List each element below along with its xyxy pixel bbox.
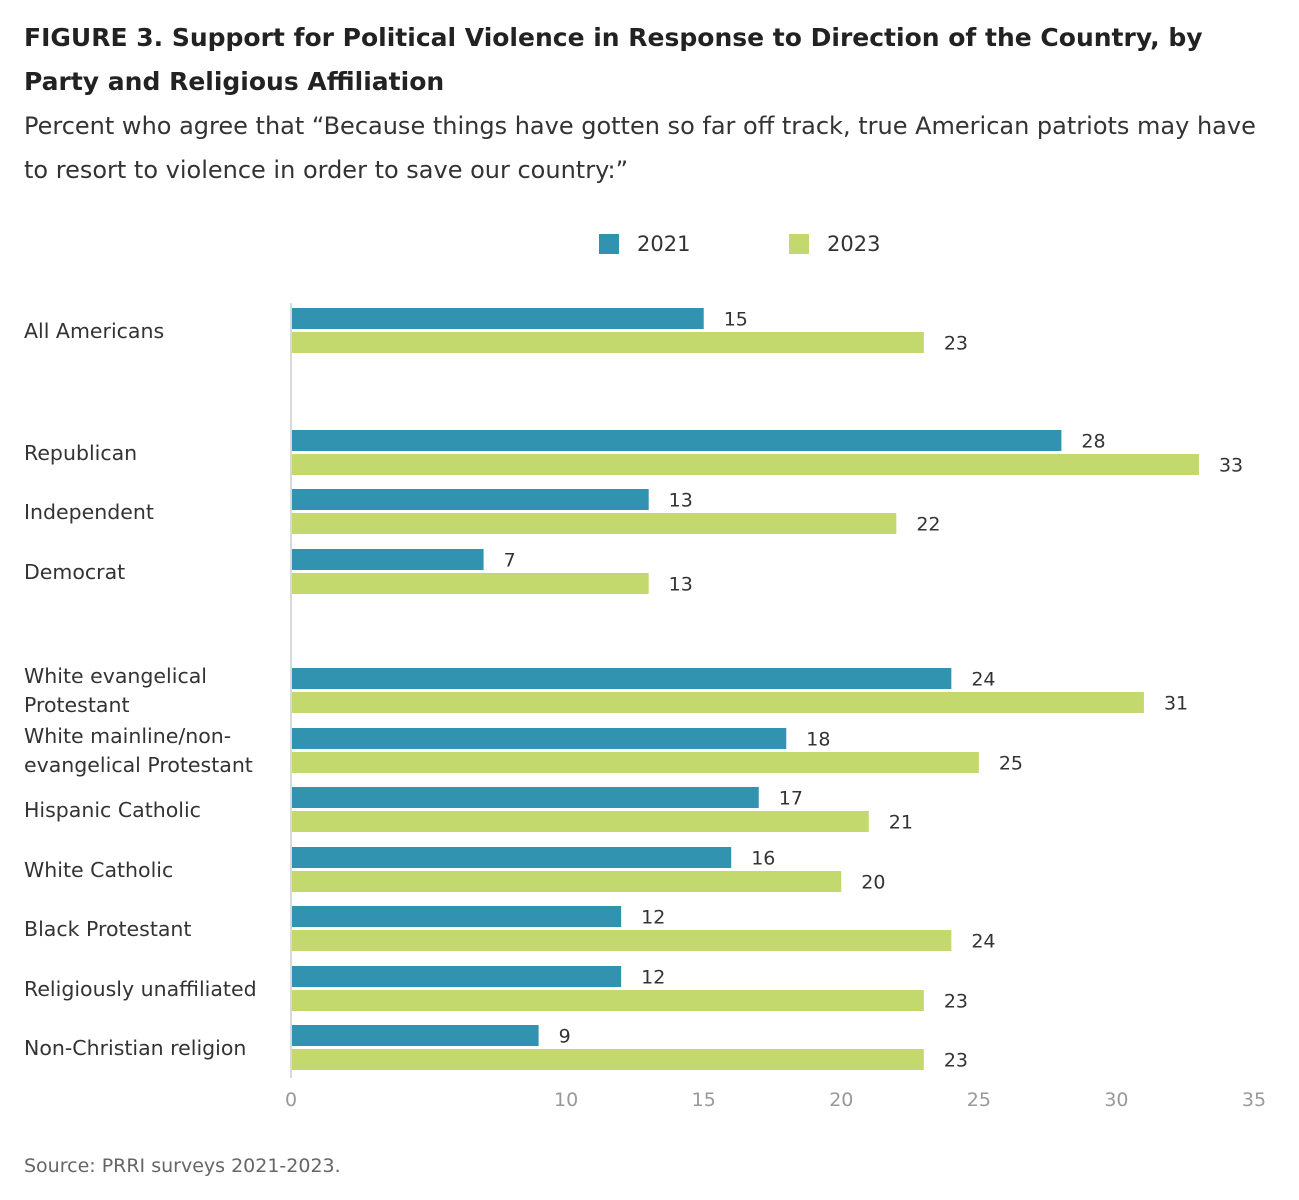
category-label-line: White Catholic [24,857,174,882]
x-tick-label: 20 [829,1089,853,1111]
source-note: Source: PRRI surveys 2021-2023. [24,1155,341,1177]
bar-2021 [291,308,704,329]
data-label-2021: 12 [641,967,665,989]
figure-subtitle: Percent who agree that “Because things h… [24,112,1256,184]
data-label-2023: 23 [944,991,968,1013]
category-label: Hispanic Catholic [24,796,201,825]
category-label-line: All Americans [24,318,165,343]
category-label: Republican [24,439,137,468]
figure-title: FIGURE 3. Support for Political Violence… [24,23,1203,96]
bar-2021 [291,847,732,868]
category-label-line: Protestant [24,693,130,717]
legend-item-2023: 2023 [789,232,880,256]
category-label: White mainline/non-evangelical Protestan… [24,722,253,780]
bar-2023 [291,332,924,353]
category-label-line: Black Protestant [24,916,192,941]
bar-2021 [291,668,952,689]
legend-label-2023: 2023 [827,232,881,256]
data-label-2023: 22 [916,514,940,536]
data-label-2021: 7 [504,550,516,572]
data-label-2023: 20 [861,872,885,894]
data-label-2023: 23 [944,1050,968,1072]
data-label-2021: 12 [641,907,665,929]
data-label-2021: 16 [751,848,775,870]
bar-2021 [291,787,759,808]
category-label-line: Independent [24,499,154,524]
data-label-2023: 13 [669,574,693,596]
category-label: All Americans [24,317,164,346]
category-label-line: Hispanic Catholic [24,797,201,822]
bar-2021 [291,728,787,749]
data-label-2021: 17 [779,788,803,810]
data-label-2023: 33 [1219,455,1243,477]
bar-2021 [291,906,622,927]
data-label-2021: 15 [724,309,748,331]
legend-label-2021: 2021 [637,232,691,256]
category-label-line: Democrat [24,559,126,584]
data-label-2023: 24 [971,931,995,953]
x-tick-label: 30 [1104,1089,1128,1111]
data-label-2023: 31 [1164,693,1188,715]
data-label-2023: 25 [999,753,1023,775]
x-tick-label: 25 [967,1089,991,1111]
legend-item-2021: 2021 [599,232,690,256]
x-tick-label: 15 [692,1089,716,1111]
category-label: Religiously unaffiliated [24,975,257,1004]
category-label-line: White mainline/non- [24,724,232,748]
category-label: White evangelical Protestant [24,662,207,720]
data-label-2021: 24 [971,669,995,691]
category-label: White Catholic [24,856,173,885]
bar-2023 [291,1049,924,1070]
bar-2023 [291,990,924,1011]
data-label-2023: 21 [889,812,913,834]
legend-swatch-2021 [599,234,619,254]
category-label-line: Religiously unaffiliated [24,976,257,1001]
bar-2021 [291,1025,539,1046]
data-label-2023: 23 [944,333,968,355]
x-tick-label: 35 [1242,1089,1266,1111]
bar-2023 [291,513,897,534]
bar-2021 [291,549,484,570]
bar-2023 [291,871,842,892]
x-tick-label: 10 [554,1089,578,1111]
category-label: Non-Christian religion [24,1034,246,1063]
category-label-line: Republican [24,440,138,465]
data-label-2021: 28 [1081,431,1105,453]
bar-2021 [291,489,649,510]
bar-2023 [291,752,979,773]
bar-2023 [291,930,952,951]
data-label-2021: 9 [559,1026,571,1048]
data-label-2021: 18 [806,729,830,751]
legend-swatch-2023 [789,234,809,254]
category-label-line: Non-Christian religion [24,1035,247,1060]
category-label: Democrat [24,558,125,587]
x-tick-label: 0 [285,1089,297,1111]
bar-2023 [291,573,649,594]
category-label: Black Protestant [24,915,191,944]
bar-2023 [291,692,1144,713]
category-label: Independent [24,498,154,527]
bar-2023 [291,454,1199,475]
category-label-line: evangelical Protestant [24,753,253,777]
data-label-2021: 13 [669,490,693,512]
bar-2021 [291,966,622,987]
category-label-line: White evangelical [24,664,207,688]
bar-2021 [291,430,1062,451]
bar-2023 [291,811,869,832]
